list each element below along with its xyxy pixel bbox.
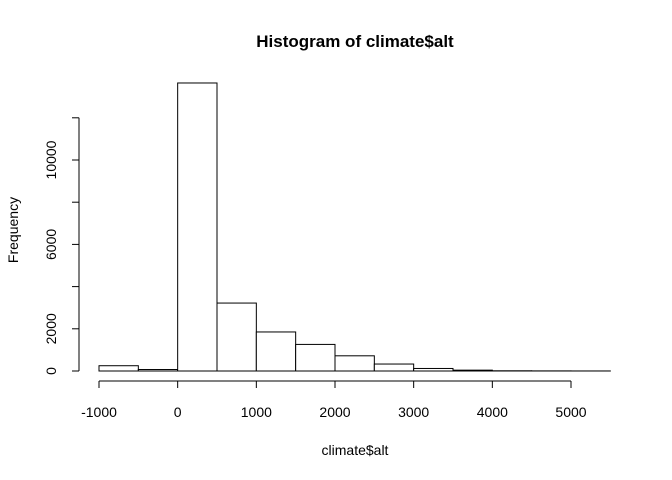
- x-tick-label-2: 1000: [241, 404, 272, 420]
- histogram-bar-5: [295, 343, 336, 372]
- histogram-bar-1: [137, 369, 179, 372]
- x-tick-label-3: 2000: [319, 404, 350, 420]
- histogram-bar-2: [177, 82, 218, 372]
- x-tick-label-4: 3000: [398, 404, 429, 420]
- x-tick-label-5: 4000: [477, 404, 508, 420]
- chart-title: Histogram of climate$alt: [256, 32, 454, 51]
- y-tick-label-0: 0: [43, 367, 59, 375]
- y-tick-label-3: 10000: [43, 140, 59, 179]
- x-tick-label-0: -1000: [81, 404, 117, 420]
- bars-group: [98, 82, 611, 372]
- y-axis: 0 2000 6000 10000: [43, 117, 80, 375]
- histogram-bar-8: [413, 367, 454, 372]
- histogram-bar-9: [452, 369, 493, 372]
- histogram-bar-6: [334, 355, 375, 372]
- y-tick-label-1: 2000: [43, 313, 59, 344]
- x-tick-label-6: 5000: [555, 404, 586, 420]
- histogram-bar-7: [373, 363, 415, 372]
- y-axis-label: Frequency: [5, 197, 21, 263]
- x-axis: -1000 0 1000 2000 3000 4000 5000: [81, 380, 587, 420]
- y-tick-label-2: 6000: [43, 229, 59, 260]
- histogram-bar-4: [255, 331, 297, 372]
- x-axis-label: climate$alt: [322, 442, 389, 458]
- histogram-bar-0: [98, 365, 139, 372]
- histogram-bar-3: [216, 302, 257, 372]
- x-tick-label-1: 0: [174, 404, 182, 420]
